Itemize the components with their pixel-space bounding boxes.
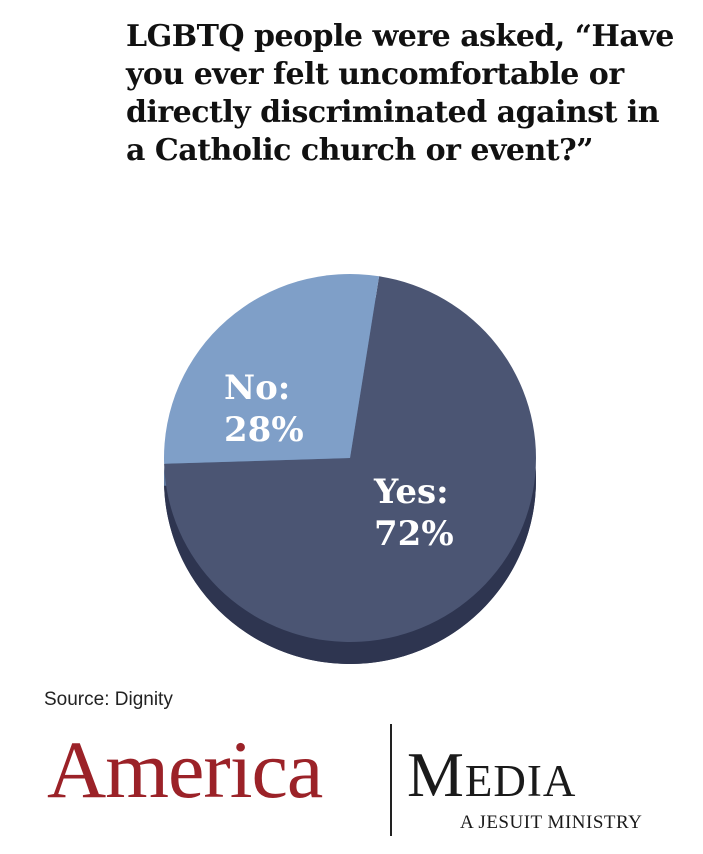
slice-label-no: No: 28% <box>224 368 304 450</box>
logo-tagline: A JESUIT MINISTRY <box>460 812 643 833</box>
slice-label-yes-name: Yes: <box>373 472 449 512</box>
logo-divider <box>390 724 392 836</box>
logo-america-wordmark: America <box>47 724 323 815</box>
chart-title: LGBTQ people were asked, “Have you ever … <box>126 19 674 168</box>
slice-label-yes-value: 72% <box>374 514 454 554</box>
pie-slice-yes <box>164 276 536 642</box>
slice-label-no-name: No: <box>224 368 290 408</box>
source-note: Source: Dignity <box>44 689 173 710</box>
pie-chart: Yes: 72% No: 28% <box>164 273 536 664</box>
logo-media-wordmark: Media <box>407 739 577 810</box>
slice-label-no-value: 28% <box>224 410 304 450</box>
america-media-logo: America Media A JESUIT MINISTRY <box>0 720 703 840</box>
pie-slice-no <box>164 273 380 464</box>
pie-layer <box>164 273 536 664</box>
slice-label-yes: Yes: 72% <box>373 472 454 554</box>
